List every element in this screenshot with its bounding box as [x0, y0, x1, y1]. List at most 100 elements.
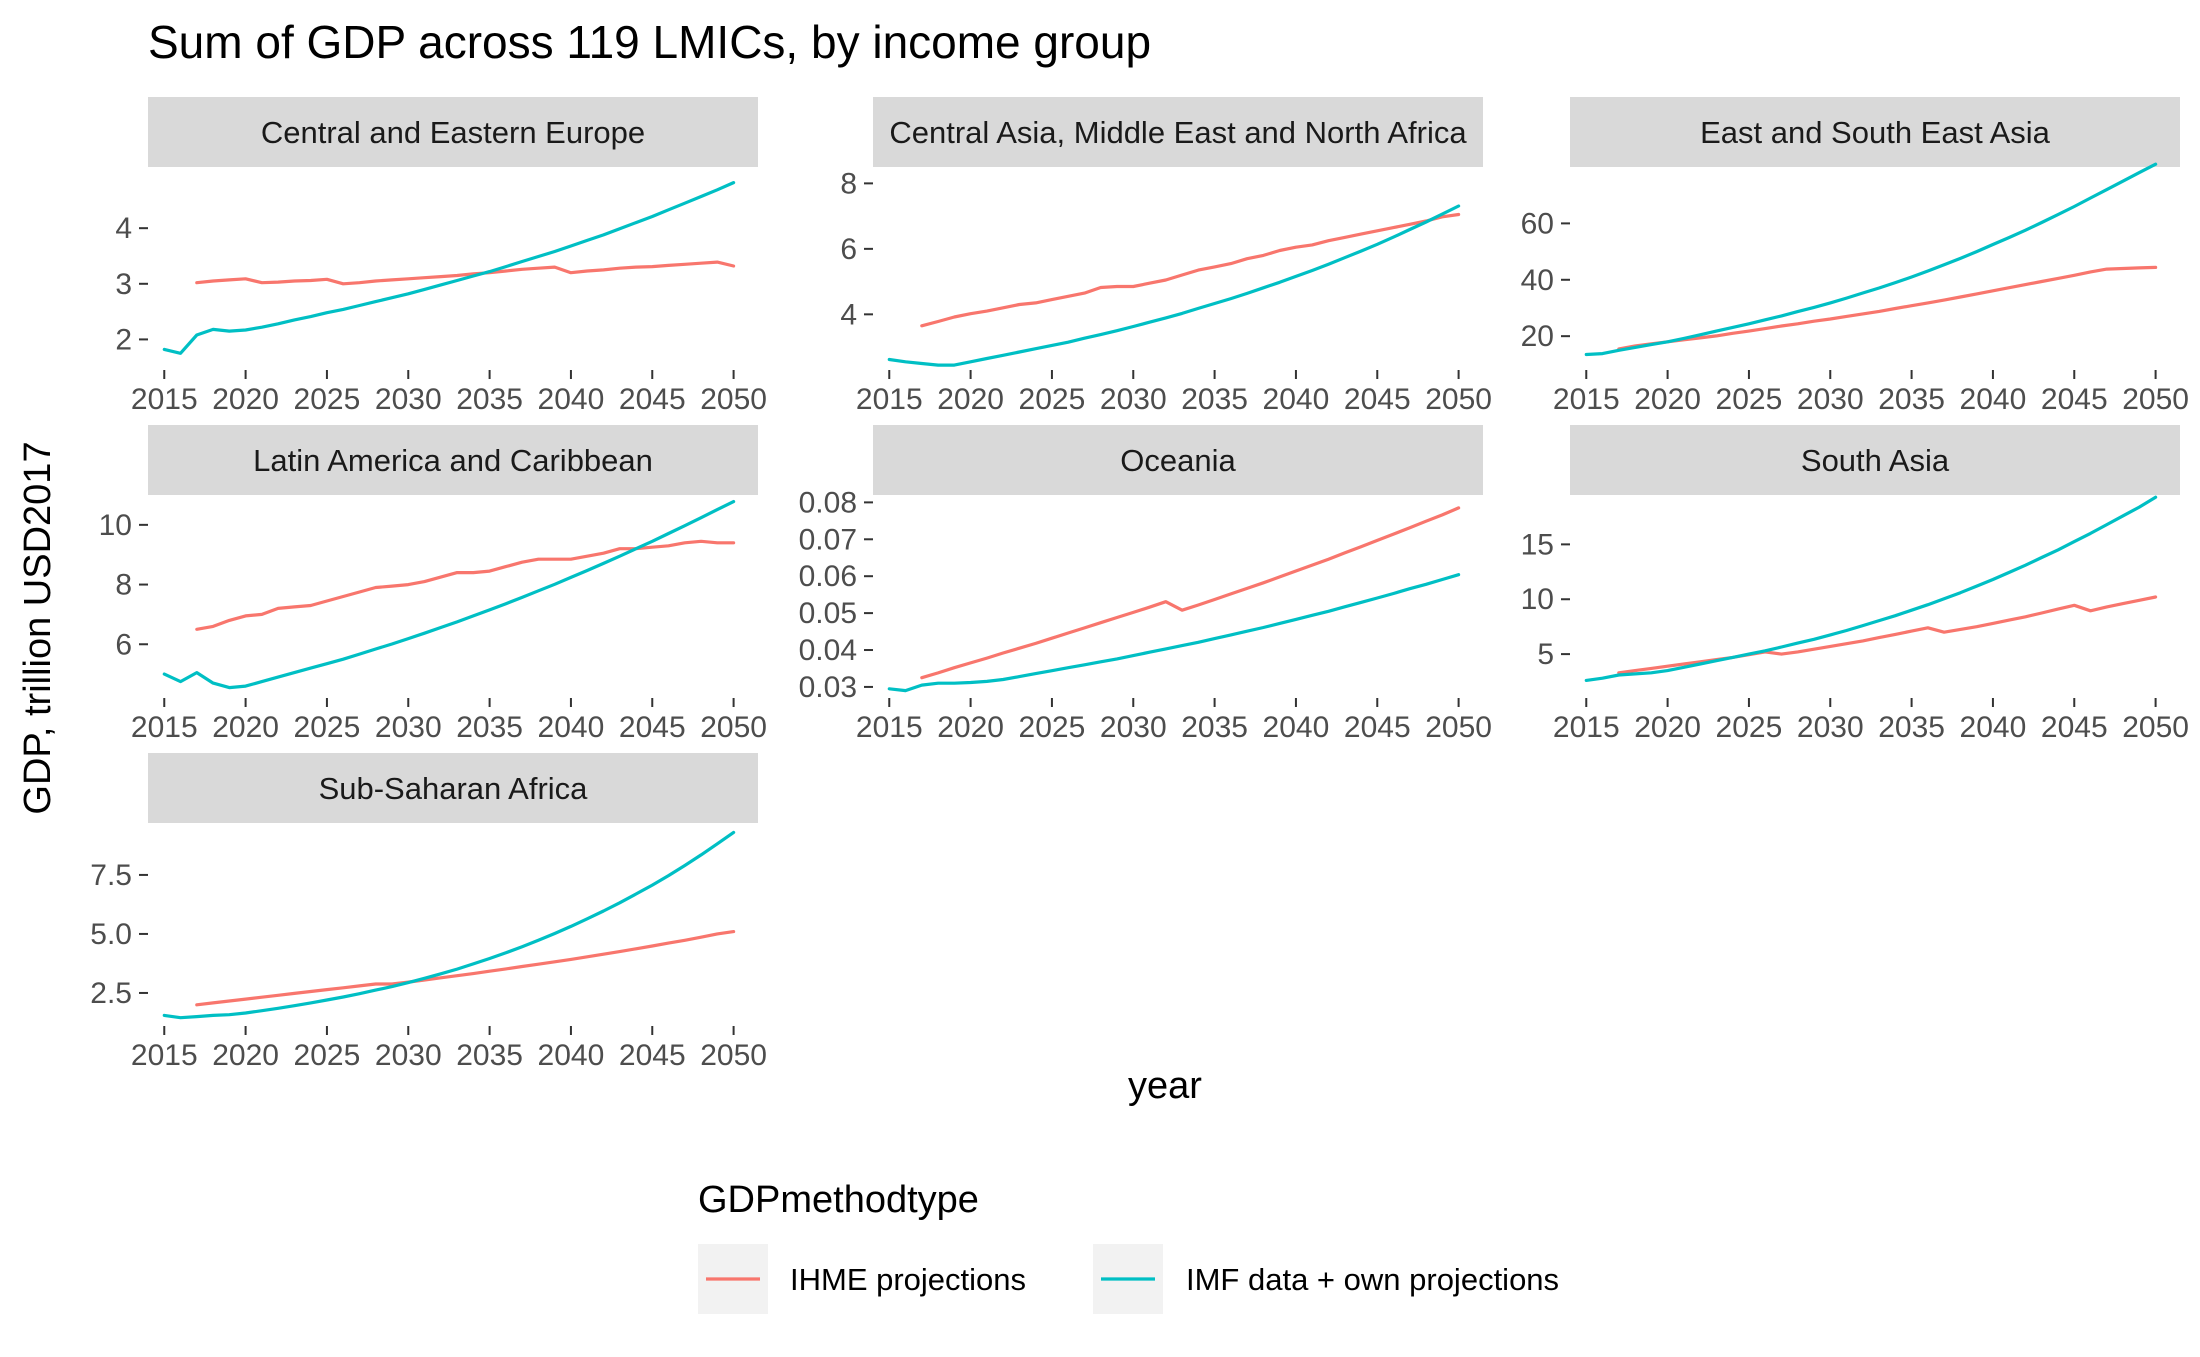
x-tick-label: 2015 — [131, 1039, 198, 1072]
x-tick-label: 2045 — [619, 1039, 686, 1072]
y-tick-label: 6 — [115, 628, 132, 661]
legend-label: IHME projections — [790, 1262, 1026, 1297]
x-tick-label: 2050 — [2122, 383, 2189, 416]
y-tick-label: 10 — [99, 509, 132, 542]
x-tick-label: 2030 — [1797, 711, 1864, 744]
x-tick-label: 2050 — [1425, 383, 1492, 416]
x-tick-label: 2050 — [700, 711, 767, 744]
series-line-imf-data-own-projections — [1584, 495, 2158, 683]
series-line-ihme-projections — [1617, 595, 2158, 675]
x-tick-label: 2045 — [2041, 383, 2108, 416]
y-tick-label: 8 — [115, 569, 132, 602]
facet-strip — [148, 425, 758, 495]
legend-title: GDPmethodtype — [698, 1179, 979, 1221]
facet-strip-label: East and South East Asia — [1700, 115, 2051, 150]
x-tick-label: 2040 — [538, 1039, 605, 1072]
series-line-ihme-projections — [920, 212, 1461, 328]
x-tick-label: 2040 — [1960, 383, 2027, 416]
legend: GDPmethodtype IHME projections IMF data +… — [698, 1179, 1559, 1314]
x-tick-label: 2050 — [2122, 711, 2189, 744]
x-tick-label: 2030 — [375, 711, 442, 744]
x-tick-label: 2015 — [856, 711, 923, 744]
facet-strip-label: Central Asia, Middle East and North Afri… — [889, 115, 1467, 150]
facet-strip — [148, 753, 758, 823]
y-tick-label: 0.04 — [799, 634, 857, 667]
x-tick-label: 2020 — [1634, 383, 1701, 416]
y-tick-label: 0.05 — [799, 597, 857, 630]
x-tick-label: 2035 — [456, 383, 523, 416]
x-tick-label: 2045 — [1344, 383, 1411, 416]
x-tick-label: 2025 — [1716, 383, 1783, 416]
y-tick-label: 10 — [1521, 583, 1554, 616]
series-line-imf-data-own-projections — [887, 204, 1461, 367]
facet-strip — [873, 425, 1483, 495]
legend-entry-ihme-projections: IHME projections — [698, 1244, 1026, 1314]
series-line-ihme-projections — [1617, 265, 2158, 351]
x-tick-label: 2050 — [1425, 711, 1492, 744]
y-tick-label: 4 — [840, 298, 857, 331]
panel-central-asia-middle-east-and-north-africa: Central Asia, Middle East and North Afri… — [840, 97, 1492, 416]
y-tick-label: 0.07 — [799, 523, 857, 556]
x-tick-label: 2020 — [1634, 711, 1701, 744]
x-tick-label: 2015 — [1553, 383, 1620, 416]
series-line-imf-data-own-projections — [1584, 162, 2158, 357]
series-line-ihme-projections — [195, 260, 736, 286]
x-tick-label: 2045 — [2041, 711, 2108, 744]
chart-title: Sum of GDP across 119 LMICs, by income g… — [148, 16, 1151, 68]
y-tick-label: 0.06 — [799, 560, 857, 593]
panel-sub-saharan-africa: Sub-Saharan Africa 2015 2020 2025 2030 2035 20… — [90, 753, 767, 1072]
y-tick-label: 20 — [1521, 320, 1554, 353]
x-tick-label: 2020 — [212, 1039, 279, 1072]
x-tick-label: 2025 — [294, 1039, 361, 1072]
x-tick-label: 2035 — [1181, 383, 1248, 416]
panel-south-asia: South Asia 2015 2020 2025 2030 2035 2040 2045 20… — [1521, 425, 2189, 744]
facet-strip-label: Latin America and Caribbean — [253, 443, 653, 478]
facet-strip — [873, 97, 1483, 167]
x-tick-label: 2040 — [1263, 711, 1330, 744]
x-tick-label: 2025 — [1716, 711, 1783, 744]
y-tick-label: 2 — [115, 323, 132, 356]
series-line-imf-data-own-projections — [162, 181, 736, 355]
x-tick-label: 2035 — [456, 1039, 523, 1072]
y-tick-label: 60 — [1521, 207, 1554, 240]
x-tick-label: 2030 — [375, 383, 442, 416]
x-tick-label: 2030 — [375, 1039, 442, 1072]
x-tick-label: 2045 — [619, 383, 686, 416]
x-tick-label: 2045 — [619, 711, 686, 744]
y-tick-label: 8 — [840, 167, 857, 200]
y-tick-label: 15 — [1521, 528, 1554, 561]
panel-oceania: Oceania 2015 2020 2025 2030 2035 2040 2045 2050 0… — [799, 425, 1492, 744]
panel-central-and-eastern-europe: Central and Eastern Europe 2015 2020 2025 20… — [115, 97, 767, 416]
x-tick-label: 2020 — [937, 711, 1004, 744]
x-tick-label: 2030 — [1100, 383, 1167, 416]
series-line-imf-data-own-projections — [887, 573, 1461, 693]
facet-strip-label: Oceania — [1120, 443, 1236, 478]
x-tick-label: 2025 — [294, 383, 361, 416]
x-tick-label: 2035 — [1878, 711, 1945, 744]
x-tick-label: 2015 — [131, 711, 198, 744]
y-tick-label: 3 — [115, 268, 132, 301]
series-line-ihme-projections — [195, 539, 736, 631]
x-tick-label: 2035 — [1878, 383, 1945, 416]
x-tick-label: 2040 — [538, 711, 605, 744]
y-axis-title: GDP, trillion USD2017 — [17, 441, 59, 814]
x-tick-label: 2035 — [456, 711, 523, 744]
facet-strip-label: South Asia — [1801, 443, 1950, 478]
facet-strip-label: Sub-Saharan Africa — [319, 771, 589, 806]
x-tick-label: 2035 — [1181, 711, 1248, 744]
x-tick-label: 2025 — [294, 711, 361, 744]
facet-strip — [1570, 425, 2180, 495]
x-tick-label: 2050 — [700, 383, 767, 416]
y-tick-label: 6 — [840, 233, 857, 266]
x-tick-label: 2030 — [1100, 711, 1167, 744]
panel-latin-america-and-caribbean: Latin America and Caribbean 2015 2020 2025 2… — [99, 425, 767, 744]
panel-east-and-south-east-asia: East and South East Asia 2015 2020 2025 2030… — [1521, 97, 2189, 416]
x-tick-label: 2040 — [538, 383, 605, 416]
y-tick-label: 0.03 — [799, 671, 857, 704]
y-tick-label: 4 — [115, 212, 132, 245]
x-tick-label: 2020 — [937, 383, 1004, 416]
facet-strip-label: Central and Eastern Europe — [261, 115, 645, 150]
x-tick-label: 2015 — [856, 383, 923, 416]
